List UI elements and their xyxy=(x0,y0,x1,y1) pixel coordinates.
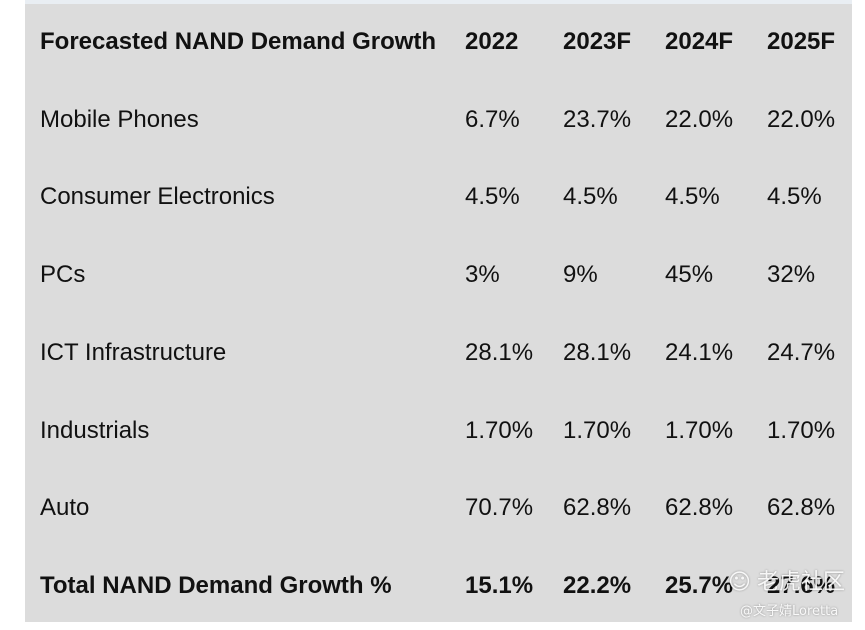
row-label: Consumer Electronics xyxy=(40,183,275,211)
header-year: 2022 xyxy=(465,28,519,55)
row-value: 22.0% xyxy=(665,105,734,133)
row-label: Industrials xyxy=(40,416,150,444)
total-value: 15.1% xyxy=(465,571,534,599)
header-year: 2024F xyxy=(665,28,734,55)
row-value: 4.5% xyxy=(665,183,720,211)
watermark-author: @文子婧Loretta xyxy=(740,604,839,619)
header-year: 2023F xyxy=(563,28,632,55)
row-label: ICT Infrastructure xyxy=(40,338,227,366)
row-value: 3% xyxy=(465,261,500,289)
row-value: 62.8% xyxy=(563,494,632,522)
row-value: 24.1% xyxy=(665,338,734,366)
row-label: Mobile Phones xyxy=(40,105,199,133)
row-value: 1.70% xyxy=(767,416,836,444)
row-value: 1.70% xyxy=(563,416,632,444)
row-value: 1.70% xyxy=(465,416,534,444)
row-value: 28.1% xyxy=(465,338,534,366)
total-value: 27.6% xyxy=(767,571,836,599)
row-value: 70.7% xyxy=(465,494,534,522)
row-value: 62.8% xyxy=(665,494,734,522)
row-value: 24.7% xyxy=(767,338,836,366)
watermark-brand-text: 老虎社区 xyxy=(756,570,845,595)
row-value: 4.5% xyxy=(465,183,520,211)
row-value: 62.8% xyxy=(767,494,836,522)
row-value: 23.7% xyxy=(563,105,632,133)
row-value: 9% xyxy=(563,261,598,289)
row-value: 28.1% xyxy=(563,338,632,366)
total-value: 25.7% xyxy=(665,571,734,599)
total-label: Total NAND Demand Growth % xyxy=(40,571,392,599)
row-value: 32% xyxy=(767,261,816,289)
table-panel: Forecasted NAND Demand Growth 2022 2023F 20… xyxy=(25,4,852,622)
top-border xyxy=(25,0,852,4)
total-value: 22.2% xyxy=(563,571,632,599)
row-value: 1.70% xyxy=(665,416,734,444)
header-year: 2025F xyxy=(767,28,836,55)
watermark-brand: ☺ 老虎社区 xyxy=(728,564,845,596)
row-label: Auto xyxy=(40,494,90,522)
row-value: 6.7% xyxy=(465,105,520,133)
row-value: 4.5% xyxy=(767,183,822,211)
row-value: 22.0% xyxy=(767,105,836,133)
paw-icon: ☺ xyxy=(728,570,751,595)
row-value: 4.5% xyxy=(563,183,618,211)
row-value: 45% xyxy=(665,261,714,289)
row-label: PCs xyxy=(40,261,86,289)
header-label: Forecasted NAND Demand Growth xyxy=(40,28,437,55)
